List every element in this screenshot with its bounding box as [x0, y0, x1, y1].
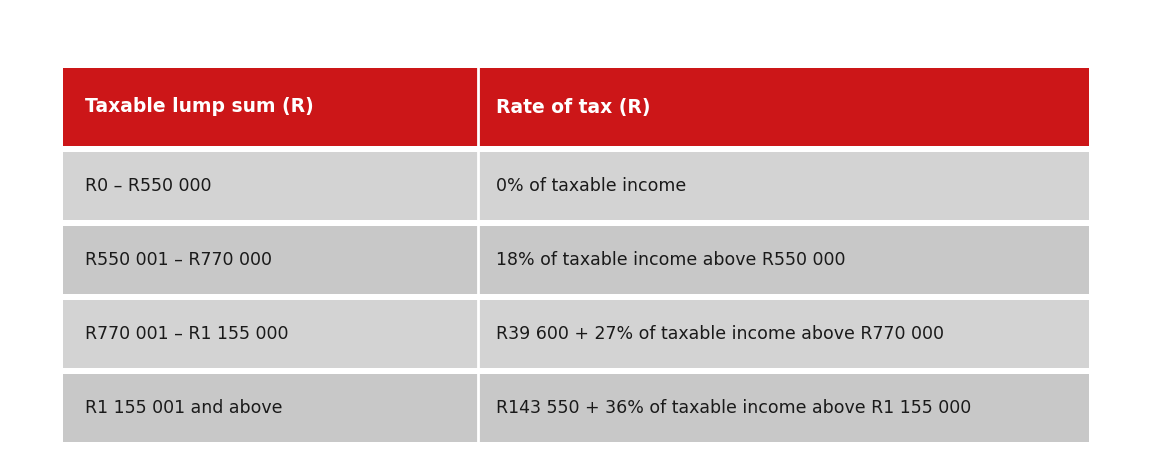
Text: 18% of taxable income above R550 000: 18% of taxable income above R550 000 [497, 251, 846, 269]
Text: Rate of tax (R): Rate of tax (R) [497, 97, 651, 117]
Text: R0 – R550 000: R0 – R550 000 [85, 177, 212, 195]
Bar [63, 300, 1089, 368]
Bar [63, 226, 1089, 294]
Bar [63, 152, 1089, 220]
Text: 0% of taxable income: 0% of taxable income [497, 177, 687, 195]
Text: R550 001 – R770 000: R550 001 – R770 000 [85, 251, 272, 269]
Text: R143 550 + 36% of taxable income above R1 155 000: R143 550 + 36% of taxable income above R… [497, 399, 971, 417]
Text: Taxable lump sum (R): Taxable lump sum (R) [85, 97, 313, 117]
Text: R39 600 + 27% of taxable income above R770 000: R39 600 + 27% of taxable income above R7… [497, 325, 943, 343]
Text: R1 155 001 and above: R1 155 001 and above [85, 399, 282, 417]
Bar [63, 68, 1089, 146]
Bar [63, 374, 1089, 442]
Text: R770 001 – R1 155 000: R770 001 – R1 155 000 [85, 325, 288, 343]
